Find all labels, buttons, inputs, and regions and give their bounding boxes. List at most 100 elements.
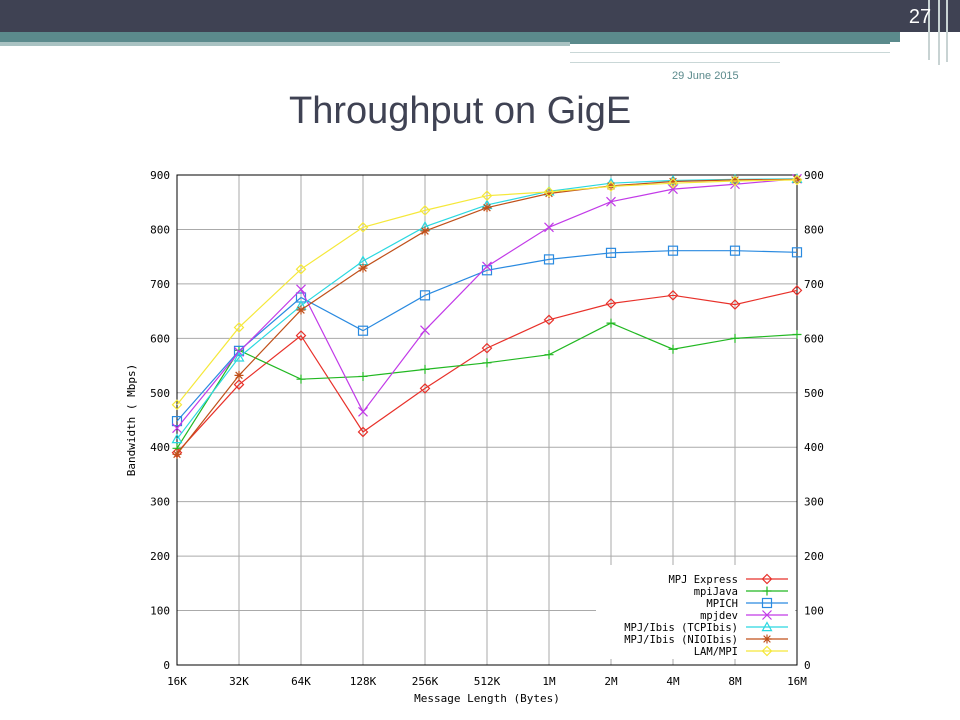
y-tick-label-right: 400 [804, 441, 824, 454]
legend-label: mpiJava [694, 586, 738, 598]
accent-bar-light [0, 42, 570, 46]
x-tick-label: 16K [167, 675, 187, 688]
accent-bar [0, 32, 900, 42]
data-point [543, 314, 555, 326]
y-tick-label-right: 600 [804, 332, 824, 345]
legend-label: MPICH [706, 598, 738, 610]
legend-label: MPJ/Ibis (TCPIbis) [624, 622, 738, 634]
data-point [667, 245, 679, 256]
data-point [420, 226, 430, 236]
data-point [668, 344, 678, 354]
data-point [481, 342, 493, 354]
data-point [233, 351, 245, 362]
data-point [792, 174, 802, 184]
data-point [295, 330, 307, 341]
legend-marker [761, 573, 773, 585]
x-tick-label: 64K [291, 675, 311, 688]
data-point [605, 247, 617, 258]
data-point [729, 299, 741, 310]
legend-marker [762, 610, 772, 620]
data-point [482, 203, 492, 213]
y-tick-label-left: 300 [150, 496, 170, 509]
data-point [419, 383, 431, 394]
data-point [544, 222, 554, 233]
data-point [481, 190, 493, 202]
data-point [482, 358, 492, 368]
data-point [171, 433, 183, 444]
data-point [420, 364, 430, 374]
data-point [668, 184, 678, 195]
data-point [357, 426, 369, 438]
y-tick-label-right: 900 [804, 169, 824, 182]
series-line [176, 179, 798, 406]
y-tick-label-left: 500 [150, 387, 170, 400]
legend-label: MPJ Express [668, 574, 738, 586]
y-tick-label-right: 100 [804, 605, 824, 618]
data-point [729, 175, 741, 187]
legend-marker [762, 634, 772, 644]
data-point [358, 263, 368, 273]
series-line [176, 289, 798, 454]
data-point [419, 205, 431, 216]
x-tick-label: 32K [229, 675, 249, 688]
decorative-rule [570, 62, 780, 63]
slide-date: 29 June 2015 [672, 70, 739, 82]
y-tick-label-left: 900 [150, 169, 170, 182]
data-point [543, 186, 555, 198]
x-tick-label: 8M [728, 675, 742, 688]
data-point [171, 415, 183, 427]
y-axis-label: Bandwidth ( Mbps) [125, 364, 138, 477]
y-tick-label-left: 400 [150, 441, 170, 454]
data-point [357, 325, 369, 336]
data-point [296, 374, 306, 384]
data-point [419, 290, 431, 301]
data-point [233, 379, 245, 390]
data-point [482, 261, 492, 272]
decorative-vertical-line [928, 0, 930, 60]
data-point [606, 196, 616, 207]
y-tick-label-right: 300 [804, 496, 824, 509]
x-tick-label: 256K [412, 675, 439, 688]
y-tick-label-left: 700 [150, 278, 170, 291]
data-point [791, 285, 803, 296]
plot-frame [176, 174, 798, 666]
data-point [544, 189, 554, 199]
slide-title: Throughput on GigE [289, 90, 632, 132]
data-point [172, 449, 182, 459]
legend-marker [762, 586, 772, 596]
x-tick-label: 16M [787, 675, 807, 688]
data-point [172, 423, 182, 434]
data-point [729, 245, 741, 256]
data-point [358, 406, 368, 417]
data-point [543, 254, 555, 265]
y-tick-label-right: 800 [804, 223, 824, 236]
legend-label: LAM/MPI [694, 646, 738, 658]
x-tick-label: 1M [542, 675, 556, 688]
data-point [605, 181, 617, 192]
y-tick-label-right: 700 [804, 278, 824, 291]
data-point [233, 322, 245, 333]
data-point [667, 177, 679, 189]
top-bar [0, 0, 960, 32]
x-axis-label: Message Length (Bytes) [414, 692, 560, 705]
data-point [296, 305, 306, 315]
decorative-rule [570, 52, 890, 53]
legend-marker [761, 645, 773, 657]
decorative-vertical-line [938, 0, 940, 65]
data-point [233, 345, 245, 356]
x-tick-label: 512K [474, 675, 501, 688]
data-point [171, 399, 183, 411]
x-tick-label: 2M [604, 675, 618, 688]
legend-marker [761, 597, 773, 609]
data-point [730, 333, 740, 343]
data-point [295, 263, 307, 275]
decorative-rule [570, 42, 890, 44]
slide-number: 27 [908, 6, 932, 28]
data-point [605, 298, 617, 309]
legend-marker [761, 621, 773, 632]
data-point [606, 318, 616, 328]
y-tick-label-right: 200 [804, 550, 824, 563]
data-point [544, 350, 554, 360]
data-point [667, 289, 679, 301]
throughput-line-chart: 0 0 100 100 200 200 300 300 400 400 500 500 600 600 70… [125, 169, 824, 705]
